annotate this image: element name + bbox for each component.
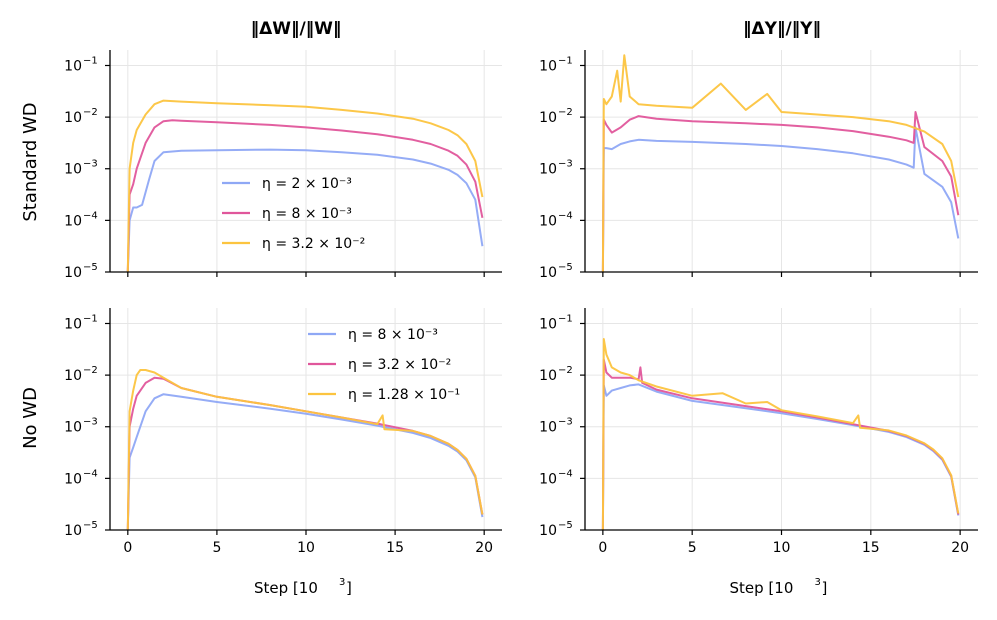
legend-label-2: η = 3.2 × 10⁻² — [348, 357, 451, 373]
y-tick-exponent: −1 — [558, 55, 573, 66]
x-tick-label: 5 — [212, 540, 221, 556]
y-tick-label: 10 — [64, 523, 82, 539]
series-line-3 — [601, 54, 960, 273]
series-line-3 — [601, 338, 960, 531]
series-line-1 — [126, 393, 484, 531]
y-tick-label: 10 — [539, 110, 557, 126]
row-label-no-wd: No WD — [20, 387, 41, 449]
series-line-2 — [126, 119, 484, 273]
y-tick-exponent: −1 — [83, 55, 98, 66]
y-tick-exponent: −4 — [83, 210, 98, 221]
y-tick-exponent: −2 — [83, 107, 98, 118]
y-tick-label: 10 — [539, 213, 557, 229]
y-tick-label: 10 — [539, 471, 557, 487]
legend-label-3: η = 3.2 × 10⁻² — [262, 236, 365, 252]
y-tick-label: 10 — [539, 420, 557, 436]
col-title-outputs: ‖ΔY‖/‖Y‖ — [743, 19, 821, 39]
series-line-3 — [126, 369, 484, 531]
y-tick-exponent: −3 — [83, 417, 98, 428]
y-tick-exponent: −4 — [83, 468, 98, 479]
x-tick-label: 20 — [475, 540, 493, 556]
x-axis-label-end: ] — [346, 579, 352, 597]
x-tick-label: 5 — [688, 540, 697, 556]
y-tick-label: 10 — [539, 265, 557, 281]
y-tick-label: 10 — [539, 162, 557, 178]
y-tick-exponent: −5 — [558, 520, 573, 531]
y-tick-label: 10 — [64, 420, 82, 436]
y-tick-label: 10 — [64, 471, 82, 487]
series-line-2 — [601, 111, 960, 273]
y-tick-label: 10 — [64, 162, 82, 178]
x-axis-label-exponent: 3 — [339, 577, 345, 588]
y-tick-exponent: −5 — [83, 262, 98, 273]
x-axis-label-end: ] — [822, 579, 828, 597]
legend-label-1: η = 2 × 10⁻³ — [262, 176, 352, 192]
y-tick-label: 10 — [64, 58, 82, 74]
legend-label-3: η = 1.28 × 10⁻¹ — [348, 387, 460, 403]
panel-standard-wd-outputs: 10−510−410−310−210−1 — [539, 50, 978, 281]
y-tick-exponent: −3 — [83, 159, 98, 170]
y-tick-label: 10 — [64, 316, 82, 332]
y-tick-exponent: −1 — [83, 313, 98, 324]
y-tick-exponent: −5 — [83, 520, 98, 531]
y-tick-label: 10 — [64, 265, 82, 281]
y-tick-exponent: −2 — [558, 107, 573, 118]
x-axis-label-exponent: 3 — [815, 577, 821, 588]
series-line-1 — [601, 383, 960, 531]
y-tick-label: 10 — [64, 368, 82, 384]
row-label-standard-wd: Standard WD — [20, 102, 41, 221]
x-tick-label: 10 — [297, 540, 315, 556]
legend-label-1: η = 8 × 10⁻³ — [348, 327, 438, 343]
y-tick-exponent: −3 — [558, 159, 573, 170]
y-tick-exponent: −5 — [558, 262, 573, 273]
y-tick-exponent: −4 — [558, 468, 573, 479]
y-tick-label: 10 — [539, 58, 557, 74]
x-tick-label: 0 — [598, 540, 607, 556]
y-tick-exponent: −3 — [558, 417, 573, 428]
x-tick-label: 15 — [386, 540, 404, 556]
x-tick-label: 10 — [773, 540, 791, 556]
y-tick-label: 10 — [539, 368, 557, 384]
y-tick-exponent: −2 — [83, 365, 98, 376]
y-tick-exponent: −2 — [558, 365, 573, 376]
panel-standard-wd-weights: 10−510−410−310−210 −1η = 2 × 10⁻³η = 8 × … — [64, 50, 502, 281]
col-title-weights: ‖ΔW‖/‖W‖ — [251, 19, 342, 39]
x-axis-label: Step [10 — [730, 579, 794, 597]
series-line-2 — [601, 358, 960, 531]
x-tick-label: 20 — [951, 540, 969, 556]
x-tick-label: 15 — [862, 540, 880, 556]
x-tick-label: 0 — [123, 540, 132, 556]
y-tick-exponent: −4 — [558, 210, 573, 221]
y-tick-label: 10 — [64, 110, 82, 126]
y-tick-label: 10 — [539, 316, 557, 332]
y-tick-label: 10 — [539, 523, 557, 539]
series-line-1 — [126, 148, 484, 273]
y-tick-exponent: −1 — [558, 313, 573, 324]
series-line-1 — [601, 126, 960, 273]
legend-label-2: η = 8 × 10⁻³ — [262, 206, 352, 222]
x-axis-label: Step [10 — [254, 579, 318, 597]
y-tick-label: 10 — [64, 213, 82, 229]
series-line-3 — [126, 99, 484, 273]
